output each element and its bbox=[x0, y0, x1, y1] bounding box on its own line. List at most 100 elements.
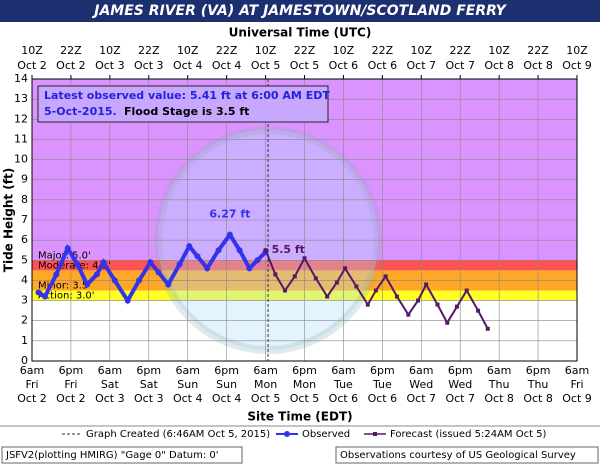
observed-point bbox=[93, 271, 100, 278]
x-tick-label: 6am bbox=[20, 364, 44, 377]
x-tick-label: 6pm bbox=[370, 364, 395, 377]
observed-point bbox=[186, 243, 193, 250]
y-tick-label: 0 bbox=[21, 354, 28, 367]
x-tick-date: Oct 2 bbox=[56, 392, 86, 405]
plot-area: Action: 3.0'Minor: 3.5'Moderate: 4.5'Maj… bbox=[31, 78, 578, 362]
x2-tick-date: Oct 8 bbox=[484, 59, 514, 72]
y-tick-label: 9 bbox=[21, 173, 28, 186]
forecast-point bbox=[485, 326, 490, 331]
info-line1: Latest observed value: 5.41 ft at 6:00 A… bbox=[44, 89, 330, 102]
x-tick-day: Tue bbox=[372, 378, 392, 391]
x-tick-day: Thu bbox=[527, 378, 549, 391]
legend-forecast: Forecast (issued 5:24AM Oct 5) bbox=[390, 429, 547, 440]
forecast-point bbox=[273, 272, 278, 277]
x-tick-label: 6pm bbox=[448, 364, 473, 377]
legend-observed: Observed bbox=[302, 429, 350, 440]
x2-tick-date: Oct 2 bbox=[17, 59, 47, 72]
forecast-point bbox=[343, 266, 348, 271]
legend-observed-dot bbox=[284, 431, 290, 437]
y-tick-label: 10 bbox=[14, 153, 28, 166]
x-tick-label: 6am bbox=[98, 364, 122, 377]
chart-title: JAMES RIVER (VA) AT JAMESTOWN/SCOTLAND F… bbox=[91, 3, 507, 19]
x2-tick-date: Oct 8 bbox=[523, 59, 553, 72]
observed-point bbox=[100, 259, 107, 266]
y-tick-label: 1 bbox=[21, 334, 28, 347]
observed-point bbox=[176, 261, 183, 268]
forecast-point bbox=[454, 304, 459, 309]
forecast-point bbox=[464, 288, 469, 293]
x-tick-date: Oct 7 bbox=[407, 392, 437, 405]
x2-tick-date: Oct 4 bbox=[173, 59, 203, 72]
x2-tick-label: 10Z bbox=[488, 44, 510, 57]
top-axis-label: Universal Time (UTC) bbox=[229, 26, 372, 40]
forecast-point bbox=[292, 274, 297, 279]
forecast-point bbox=[476, 308, 481, 313]
x2-tick-label: 10Z bbox=[255, 44, 277, 57]
x-tick-label: 6am bbox=[565, 364, 589, 377]
x-tick-date: Oct 5 bbox=[290, 392, 320, 405]
forecast-point bbox=[383, 274, 388, 279]
annotation: 5.5 ft bbox=[272, 243, 305, 256]
x-tick-label: 6pm bbox=[136, 364, 161, 377]
flood-label: Minor: 3.5' bbox=[38, 281, 91, 292]
y-tick-label: 2 bbox=[21, 314, 28, 327]
series-line bbox=[37, 231, 268, 305]
x-tick-day: Tue bbox=[333, 378, 353, 391]
observed-point bbox=[254, 257, 261, 264]
forecast-point bbox=[334, 280, 339, 285]
annotation: 6.27 ft bbox=[209, 208, 250, 221]
x2-tick-label: 10Z bbox=[411, 44, 433, 57]
observed-point bbox=[111, 277, 118, 284]
observed-point bbox=[124, 297, 131, 304]
info-date: 5-Oct-2015. bbox=[44, 105, 117, 118]
x-tick-day: Sun bbox=[216, 378, 237, 391]
x-tick-date: Oct 3 bbox=[95, 392, 125, 405]
forecast-point bbox=[325, 294, 330, 299]
x2-tick-label: 10Z bbox=[21, 44, 43, 57]
y-tick-label: 7 bbox=[21, 213, 28, 226]
x-tick-date: Oct 4 bbox=[212, 392, 242, 405]
x2-tick-label: 10Z bbox=[333, 44, 355, 57]
observed-point bbox=[53, 271, 60, 278]
x2-tick-label: 22Z bbox=[60, 44, 82, 57]
x-tick-day: Wed bbox=[448, 378, 472, 391]
x-tick-day: Thu bbox=[488, 378, 510, 391]
observed-point bbox=[64, 245, 71, 252]
forecast-point bbox=[373, 288, 378, 293]
observed-point bbox=[226, 231, 233, 238]
x-tick-label: 6am bbox=[331, 364, 355, 377]
x2-tick-date: Oct 6 bbox=[329, 59, 359, 72]
x-tick-day: Wed bbox=[409, 378, 433, 391]
forecast-point bbox=[365, 302, 370, 307]
observed-point bbox=[35, 289, 42, 296]
x-tick-date: Oct 6 bbox=[368, 392, 398, 405]
y-tick-label: 8 bbox=[21, 193, 28, 206]
y-tick-label: 13 bbox=[14, 92, 28, 105]
observed-point bbox=[165, 281, 172, 288]
observed-point bbox=[41, 293, 48, 300]
x-tick-label: 6am bbox=[175, 364, 199, 377]
x2-tick-date: Oct 5 bbox=[251, 59, 281, 72]
info-box bbox=[37, 85, 329, 123]
observed-point bbox=[215, 247, 222, 254]
observed-point bbox=[84, 281, 91, 288]
x2-tick-label: 22Z bbox=[138, 44, 160, 57]
x2-tick-date: Oct 5 bbox=[290, 59, 320, 72]
observed-point bbox=[147, 259, 154, 266]
x-tick-day: Fri bbox=[64, 378, 77, 391]
footer-left: JSFV2(plotting HMIRG) "Gage 0" Datum: 0' bbox=[5, 450, 219, 461]
y-axis-label: Tide Height (ft) bbox=[2, 168, 16, 272]
forecast-point bbox=[416, 298, 421, 303]
x2-tick-date: Oct 2 bbox=[56, 59, 86, 72]
forecast-point bbox=[283, 288, 288, 293]
x2-tick-date: Oct 4 bbox=[212, 59, 242, 72]
observed-point bbox=[155, 269, 162, 276]
forecast-point bbox=[445, 320, 450, 325]
observed-point bbox=[246, 265, 253, 272]
x-tick-label: 6am bbox=[487, 364, 511, 377]
x-tick-date: Oct 8 bbox=[484, 392, 514, 405]
info-stage: Flood Stage is 3.5 ft bbox=[124, 105, 249, 118]
footer-right: Observations courtesy of US Geological S… bbox=[340, 450, 576, 461]
flood-label: Action: 3.0' bbox=[38, 291, 95, 302]
x-tick-date: Oct 4 bbox=[173, 392, 203, 405]
